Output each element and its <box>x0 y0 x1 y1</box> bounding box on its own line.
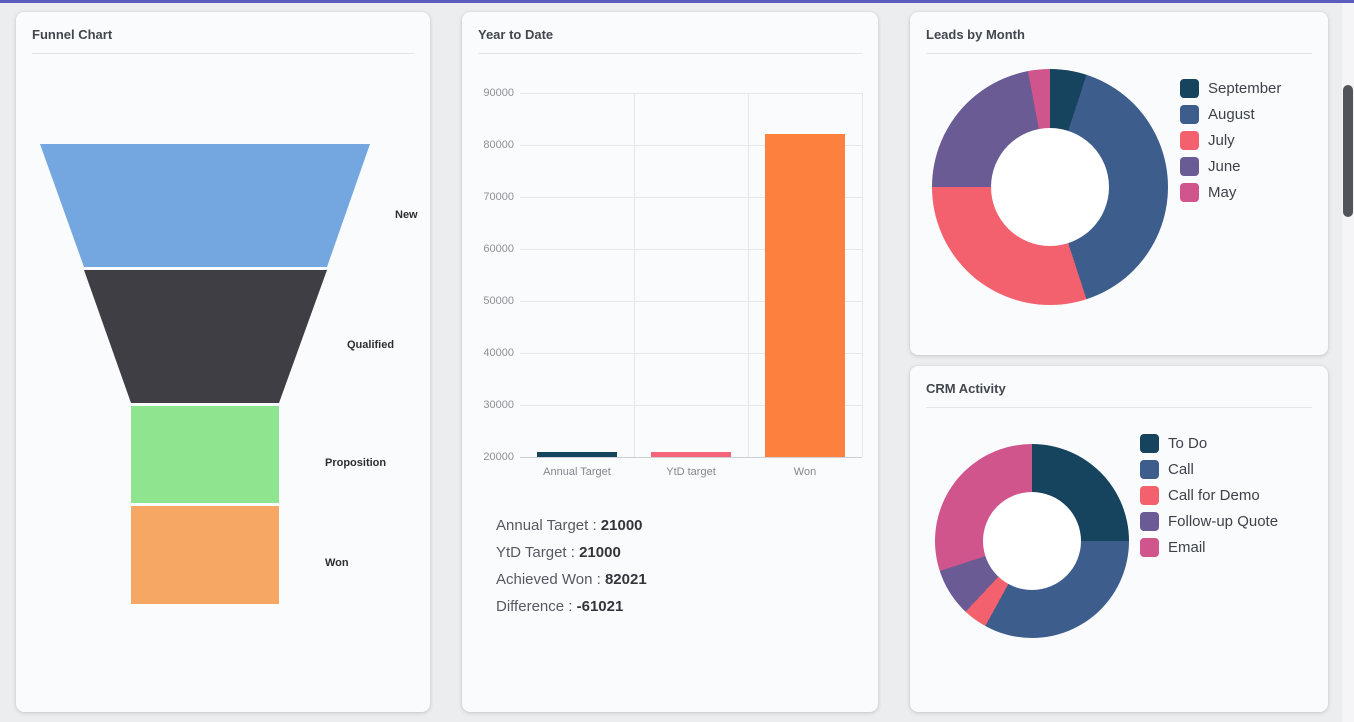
gridline <box>520 93 862 94</box>
legend-swatch <box>1180 104 1199 124</box>
legend-label: June <box>1208 157 1241 175</box>
gridline <box>520 145 862 146</box>
funnel-stage-proposition[interactable] <box>131 406 279 503</box>
legend-item-follow-up-quote[interactable]: Follow-up Quote <box>1140 508 1278 534</box>
bar-annual-target[interactable] <box>537 451 617 457</box>
summary-value: 21000 <box>600 517 643 534</box>
funnel-stage-label-new: New <box>395 209 418 221</box>
summary-label: YtD Target : <box>496 544 580 561</box>
leads-card-title: Leads by Month <box>926 27 1025 42</box>
year-to-date-card: Year to Date 20000 30000 40000 50000 60000 70… <box>462 12 878 712</box>
gridline-vertical <box>748 93 749 457</box>
funnel-stage-label-won: Won <box>325 557 349 569</box>
crm-donut-chart[interactable] <box>935 444 1129 638</box>
legend-swatch <box>1140 485 1159 505</box>
ytd-bar-chart: 20000 30000 40000 50000 60000 70000 80000 90000… <box>462 12 878 712</box>
funnel-stage-label-qualified: Qualified <box>347 339 395 351</box>
summary-label: Difference : <box>496 598 577 615</box>
legend-item-to-do[interactable]: To Do <box>1140 430 1278 456</box>
legend-item-august[interactable]: August <box>1180 101 1281 127</box>
leads-donut-chart[interactable] <box>932 69 1168 305</box>
gridline <box>520 405 862 406</box>
donut-hole <box>983 492 1081 590</box>
y-axis-tick-label: 90000 <box>483 87 514 99</box>
divider <box>926 407 1312 408</box>
legend-item-call-for-demo[interactable]: Call for Demo <box>1140 482 1278 508</box>
legend-label: Call <box>1168 460 1194 478</box>
summary-value: 21000 <box>579 544 621 561</box>
legend-swatch <box>1180 182 1199 202</box>
y-axis-tick-label: 40000 <box>483 347 514 359</box>
legend-swatch <box>1180 156 1199 176</box>
gridline-vertical <box>634 93 635 457</box>
donut-hole <box>991 128 1109 246</box>
legend-item-may[interactable]: May <box>1180 179 1281 205</box>
funnel-card-title: Funnel Chart <box>32 27 113 42</box>
x-axis-category-label: Won <box>793 466 817 478</box>
top-accent-bar <box>0 0 1354 3</box>
bar-ytd-target[interactable] <box>651 451 731 457</box>
legend-label: July <box>1208 131 1235 149</box>
crm-activity-card: CRM Activity To Do Call Call for Demo Follo… <box>910 366 1328 712</box>
ytd-card-title: Year to Date <box>478 27 554 42</box>
y-axis-tick-label: 50000 <box>483 295 514 307</box>
legend-item-email[interactable]: Email <box>1140 534 1278 560</box>
funnel-chart-card: Funnel Chart New Qualified Proposition W… <box>16 12 430 712</box>
gridline-vertical <box>862 93 863 457</box>
bar-won[interactable] <box>765 134 845 457</box>
funnel-stage-new[interactable] <box>40 144 370 267</box>
legend-label: Follow-up Quote <box>1168 512 1279 530</box>
funnel-stage-label-proposition: Proposition <box>325 457 387 469</box>
summary-value: 82021 <box>604 571 647 588</box>
legend-item-call[interactable]: Call <box>1140 456 1278 482</box>
summary-row: YtD Target : 21000 <box>496 544 647 562</box>
x-axis-category-label: YtD target <box>666 466 716 478</box>
y-axis-tick-label: 30000 <box>483 399 514 411</box>
funnel-stage-qualified[interactable] <box>84 270 327 403</box>
scrollbar-track[interactable] <box>1342 3 1354 722</box>
legend-label: May <box>1208 183 1237 201</box>
legend-swatch <box>1140 459 1159 479</box>
legend-swatch <box>1140 433 1159 453</box>
funnel-chart <box>40 144 370 604</box>
divider <box>926 53 1312 54</box>
legend-label: Email <box>1168 538 1206 556</box>
gridline <box>520 301 862 302</box>
gridline <box>520 457 862 458</box>
scrollbar-thumb[interactable] <box>1343 85 1353 217</box>
legend-swatch <box>1140 511 1159 531</box>
crm-card-title: CRM Activity <box>926 381 1006 396</box>
leads-by-month-card: Leads by Month September August July June Ma… <box>910 12 1328 355</box>
gridline <box>520 197 862 198</box>
summary-row: Difference : -61021 <box>496 598 647 616</box>
legend-label: To Do <box>1168 434 1208 452</box>
gridline <box>520 353 862 354</box>
x-axis-category-label: Annual Target <box>543 466 611 478</box>
summary-row: Annual Target : 21000 <box>496 517 647 535</box>
legend-swatch <box>1180 78 1199 98</box>
legend-swatch <box>1140 537 1159 557</box>
legend-item-september[interactable]: September <box>1180 75 1281 101</box>
ytd-summary: Annual Target : 21000 YtD Target : 21000 A… <box>496 517 647 625</box>
legend-label: Call for Demo <box>1168 486 1260 504</box>
funnel-stage-won[interactable] <box>131 506 279 604</box>
legend-label: August <box>1208 105 1255 123</box>
y-axis-tick-label: 70000 <box>483 191 514 203</box>
y-axis-tick-label: 80000 <box>483 139 514 151</box>
summary-row: Achieved Won : 82021 <box>496 571 647 589</box>
legend-label: September <box>1208 79 1282 97</box>
y-axis-tick-label: 60000 <box>483 243 514 255</box>
legend-item-june[interactable]: June <box>1180 153 1281 179</box>
gridline <box>520 249 862 250</box>
divider <box>32 53 414 54</box>
y-axis-tick-label: 20000 <box>483 451 514 463</box>
divider <box>478 53 862 54</box>
summary-label: Achieved Won : <box>496 571 605 588</box>
legend-swatch <box>1180 130 1199 150</box>
crm-legend: To Do Call Call for Demo Follow-up Quote Ema… <box>1140 430 1278 560</box>
summary-value: -61021 <box>576 598 624 615</box>
leads-legend: September August July June May <box>1180 75 1281 205</box>
legend-item-july[interactable]: July <box>1180 127 1281 153</box>
summary-label: Annual Target : <box>496 517 601 534</box>
